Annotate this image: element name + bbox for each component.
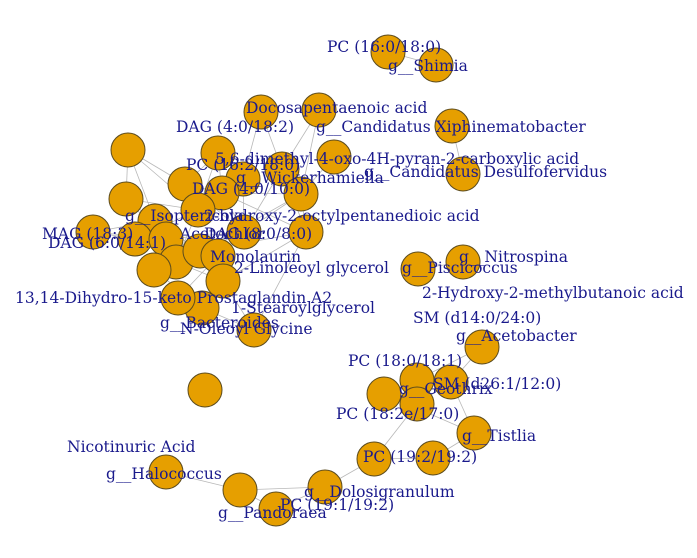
network-node — [301, 92, 337, 128]
label-hydroxy-methylbutanoic-acid: 2-Hydroxy-2-methylbutanoic acid — [422, 284, 684, 302]
label-pc-18-2e-17-0: PC (18:2e/17:0) — [336, 405, 459, 423]
network-node — [187, 372, 223, 408]
label-geothrix: g__Geothrix — [399, 380, 493, 398]
network-node — [418, 47, 454, 83]
label-dag-6-0-14-1: DAG (6:0/14:1) — [48, 234, 166, 252]
label-dimethyl-oxo-pyran-carboxylic-acid: 5,6-dimethyl-4-oxo-4H-pyran-2-carboxylic… — [215, 150, 579, 168]
label-1-stearoylglycerol: 1-Stearoylglycerol — [231, 299, 375, 317]
label-candidatus-xiphinematobacter: g__Candidatus Xiphinematobacter — [316, 118, 586, 136]
network-node — [370, 34, 406, 70]
label-pc-16-0-18-0: PC (16:0/18:0) — [327, 38, 441, 56]
label-pc-18-0-18-1: PC (18:0/18:1) — [348, 352, 462, 370]
label-nicotinuric-acid: Nicotinuric Acid — [67, 438, 195, 456]
network-node — [307, 469, 343, 505]
label-nitrospina: g__Nitrospina — [459, 248, 568, 266]
network-node — [366, 376, 402, 412]
label-isoptericola: g__Isoptericola — [125, 207, 244, 225]
network-node — [236, 312, 272, 348]
network-node — [399, 386, 435, 422]
network-node — [445, 244, 481, 280]
network-node — [288, 214, 324, 250]
label-shimia: g__Shimia — [388, 57, 468, 75]
label-dag-8-0-8-0: DAG (8:0/8:0) — [204, 225, 312, 243]
label-pandoraea: g__Pandoraea — [218, 504, 327, 522]
label-bacteroides: g__Bacteroides — [160, 314, 279, 332]
label-sm-d14-0-24-0: SM (d14:0/24:0) — [413, 309, 541, 327]
label-2-linoleoyl-glycerol: 2-Linoleoyl glycerol — [234, 259, 389, 277]
label-dag-4-0-18-2: DAG (4:0/18:2) — [176, 118, 294, 136]
label-halococcus: g__Halococcus — [106, 465, 222, 483]
label-dihydro-keto-prostaglandin-a2: 13,14-Dihydro-15-keto Prostaglandin A2 — [15, 289, 332, 307]
network-node — [415, 440, 451, 476]
label-pc-16-2-18-0: PC (16:2/18:0) — [186, 156, 300, 174]
network-node — [456, 415, 492, 451]
label-dolosigranulum: g__Dolosigranulum — [304, 483, 455, 501]
network-node — [205, 263, 241, 299]
label-piscicoccus: g__Piscicoccus — [402, 259, 518, 277]
label-docosapentaenoic-acid: Docosapentaenoic acid — [246, 99, 427, 117]
network-node — [464, 329, 500, 365]
label-tistlia: g__Tistlia — [462, 427, 536, 445]
network-node — [110, 132, 146, 168]
nodes — [75, 34, 500, 527]
network-node — [108, 181, 144, 217]
network-node — [445, 156, 481, 192]
label-sm-d26-1-12-0: SM (d26:1/12:0) — [433, 375, 561, 393]
network-node — [433, 364, 469, 400]
network-node — [258, 491, 294, 527]
network-node — [243, 94, 279, 130]
network-node — [283, 176, 319, 212]
network-node — [316, 139, 352, 175]
network-node — [434, 108, 470, 144]
network-node — [136, 252, 172, 288]
network-node — [400, 251, 436, 287]
label-wickerhamiella: g__Wickerhamiella — [236, 169, 384, 187]
labels: PC (16:0/18:0) g__Shimia Docosapentaenoi… — [15, 38, 684, 522]
network-node — [226, 214, 262, 250]
network-node — [356, 441, 392, 477]
label-n-oleoyl-glycine: N-Oleoyl Glycine — [180, 320, 313, 338]
label-pc-19-2-19-2: PC (19:2/19:2) — [363, 448, 477, 466]
label-hydroxy-octylpentanedioic-acid: 2-hydroxy-2-octylpentanedioic acid — [204, 207, 480, 225]
label-acetobacter: g__Acetobacter — [456, 327, 577, 345]
network-node — [75, 214, 111, 250]
label-dag-4-0-10-0: DAG (4:0/10:0) — [192, 180, 310, 198]
label-pc-19-1-19-2: PC (19:1/19:2) — [280, 496, 394, 514]
network-node — [148, 454, 184, 490]
label-candidatus-desulfofervidus: g__Candidatus Desulfofervidus — [364, 163, 607, 181]
network-node — [204, 175, 240, 211]
network-node — [160, 280, 196, 316]
network-node — [200, 135, 236, 171]
network-node — [222, 472, 258, 508]
label-monolaurin: Monolaurin — [210, 248, 301, 266]
network-node — [180, 192, 216, 228]
label-mag-18-3: MAG (18:3) — [42, 225, 133, 243]
network-node — [264, 151, 300, 187]
label-acetochlor: Acetochlor — [179, 225, 266, 243]
edge — [253, 231, 307, 331]
